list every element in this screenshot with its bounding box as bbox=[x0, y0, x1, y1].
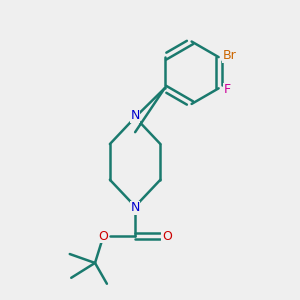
Text: O: O bbox=[162, 230, 172, 243]
Text: N: N bbox=[130, 109, 140, 122]
Text: O: O bbox=[98, 230, 108, 243]
Text: F: F bbox=[224, 83, 230, 96]
Text: Br: Br bbox=[223, 49, 237, 62]
Text: N: N bbox=[130, 202, 140, 214]
